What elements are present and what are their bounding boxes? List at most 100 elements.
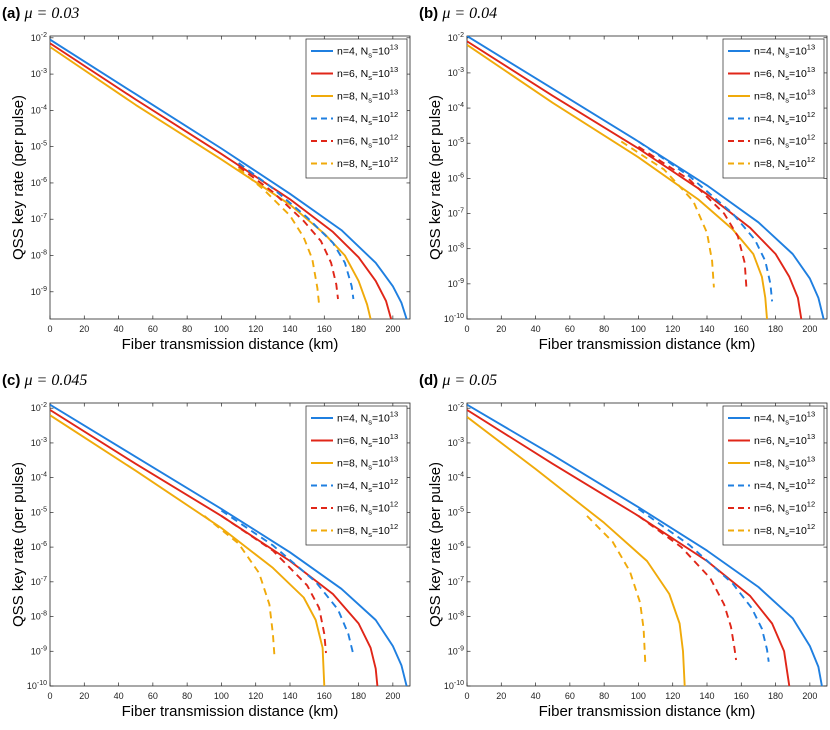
y-tick-base: 10 (27, 681, 37, 691)
y-tick-label: 10-9 (448, 645, 464, 656)
legend-n: n=4, N (337, 113, 368, 125)
x-tick-label: 140 (282, 324, 297, 334)
x-tick-label: 0 (464, 324, 469, 334)
y-tick-label: 10-9 (31, 286, 47, 297)
legend-entry: n=8, Ns=1013 (337, 88, 398, 105)
legend-sub: s (368, 530, 372, 539)
y-tick-label: 10-3 (448, 67, 464, 78)
chart-panel: (b) μ = 0.04 0 20 40 60 80 100 120 140 160 180 200 1… (419, 5, 828, 353)
panel-label: (c) μ = 0.045 (2, 372, 87, 389)
y-tick-label: 10-8 (448, 611, 464, 622)
x-tick-label: 80 (182, 691, 192, 701)
y-tick-label: 10-5 (448, 506, 464, 517)
x-tick-label: 180 (768, 324, 783, 334)
legend-exp: 13 (807, 432, 815, 441)
x-tick-label: 80 (182, 324, 192, 334)
y-tick-exp: -4 (458, 472, 464, 479)
x-tick-label: 200 (802, 324, 817, 334)
x-tick-label: 200 (385, 691, 400, 701)
y-tick-label: 10-6 (448, 172, 464, 183)
y-tick-exp: -9 (458, 278, 464, 285)
legend-exp: 12 (807, 477, 815, 486)
legend-entry: n=4, Ns=1013 (337, 410, 398, 427)
y-tick-exp: -2 (41, 402, 47, 409)
legend-n: n=4, N (754, 480, 785, 492)
y-tick-label: 10-10 (444, 680, 464, 691)
y-tick-exp: -2 (458, 32, 464, 39)
x-tick-label: 200 (802, 691, 817, 701)
legend-entry: n=4, Ns=1012 (337, 110, 398, 127)
legend-sub: s (785, 418, 789, 427)
series-line-n4-ns12 (637, 140, 774, 302)
legend-sub: s (785, 530, 789, 539)
legend-eq: =10 (789, 91, 807, 103)
x-tick-label: 140 (699, 691, 714, 701)
legend-sub: s (368, 485, 372, 494)
legend-eq: =10 (789, 480, 807, 492)
y-tick-base: 10 (31, 178, 41, 188)
y-tick-exp: -5 (41, 506, 47, 513)
series-line-n4-ns13 (50, 403, 408, 686)
legend-exp: 13 (807, 455, 815, 464)
x-tick-label: 40 (531, 691, 541, 701)
x-tick-label: 140 (699, 324, 714, 334)
legend-exp: 12 (807, 155, 815, 164)
y-tick-base: 10 (31, 251, 41, 261)
y-tick-base: 10 (448, 612, 458, 622)
series-line-n6-ns13 (50, 42, 393, 319)
panel-label-param: μ = 0.03 (24, 5, 80, 22)
y-tick-base: 10 (31, 577, 41, 587)
y-tick-exp: -9 (41, 286, 47, 293)
y-tick-label: 10-7 (31, 213, 47, 224)
legend-exp: 13 (807, 410, 815, 419)
y-tick-base: 10 (31, 69, 41, 79)
legend-exp: 12 (390, 133, 398, 142)
y-tick-base: 10 (448, 542, 458, 552)
legend-entry: n=4, Ns=1013 (337, 43, 398, 60)
legend-n: n=6, N (754, 503, 785, 515)
chart-panel: (d) μ = 0.05 0 20 40 60 80 100 120 140 160 180 200 1… (419, 372, 828, 720)
x-tick-label: 0 (464, 691, 469, 701)
x-tick-label: 80 (599, 691, 609, 701)
panel-label-param: μ = 0.045 (24, 372, 88, 389)
x-tick-label: 60 (565, 691, 575, 701)
legend-n: n=8, N (754, 525, 785, 537)
x-axis-title: Fiber transmission distance (km) (122, 703, 339, 720)
y-tick-exp: -6 (41, 541, 47, 548)
x-tick-label: 40 (531, 324, 541, 334)
panel-label-letter: (d) (419, 372, 442, 389)
y-tick-exp: -3 (41, 68, 47, 75)
x-tick-label: 60 (565, 324, 575, 334)
series-line-n8-ns13 (467, 44, 768, 319)
legend-exp: 12 (390, 155, 398, 164)
legend-sub: s (368, 51, 372, 60)
x-tick-label: 100 (214, 691, 229, 701)
y-tick-base: 10 (31, 507, 41, 517)
x-axis-title: Fiber transmission distance (km) (539, 336, 756, 353)
legend-eq: =10 (789, 136, 807, 148)
legend-exp: 13 (390, 88, 398, 97)
legend-n: n=6, N (337, 136, 368, 148)
legend-box (305, 405, 408, 546)
y-tick-base: 10 (31, 33, 41, 43)
legend-exp: 12 (390, 110, 398, 119)
x-tick-label: 80 (599, 324, 609, 334)
legend-exp: 12 (807, 133, 815, 142)
legend-sub: s (368, 508, 372, 517)
legend-exp: 13 (807, 65, 815, 74)
x-tick-label: 200 (385, 324, 400, 334)
y-tick-base: 10 (448, 173, 458, 183)
y-tick-label: 10-2 (31, 32, 47, 43)
y-tick-label: 10-8 (31, 250, 47, 261)
legend-box (305, 38, 408, 179)
legend-eq: =10 (372, 480, 390, 492)
legend-n: n=6, N (337, 435, 368, 447)
x-tick-label: 60 (148, 691, 158, 701)
legend-entry: n=8, Ns=1012 (337, 155, 398, 172)
y-tick-exp: -6 (41, 177, 47, 184)
legend-n: n=8, N (337, 91, 368, 103)
y-tick-exp: -6 (458, 541, 464, 548)
series-line-n6-ns12 (238, 165, 339, 300)
